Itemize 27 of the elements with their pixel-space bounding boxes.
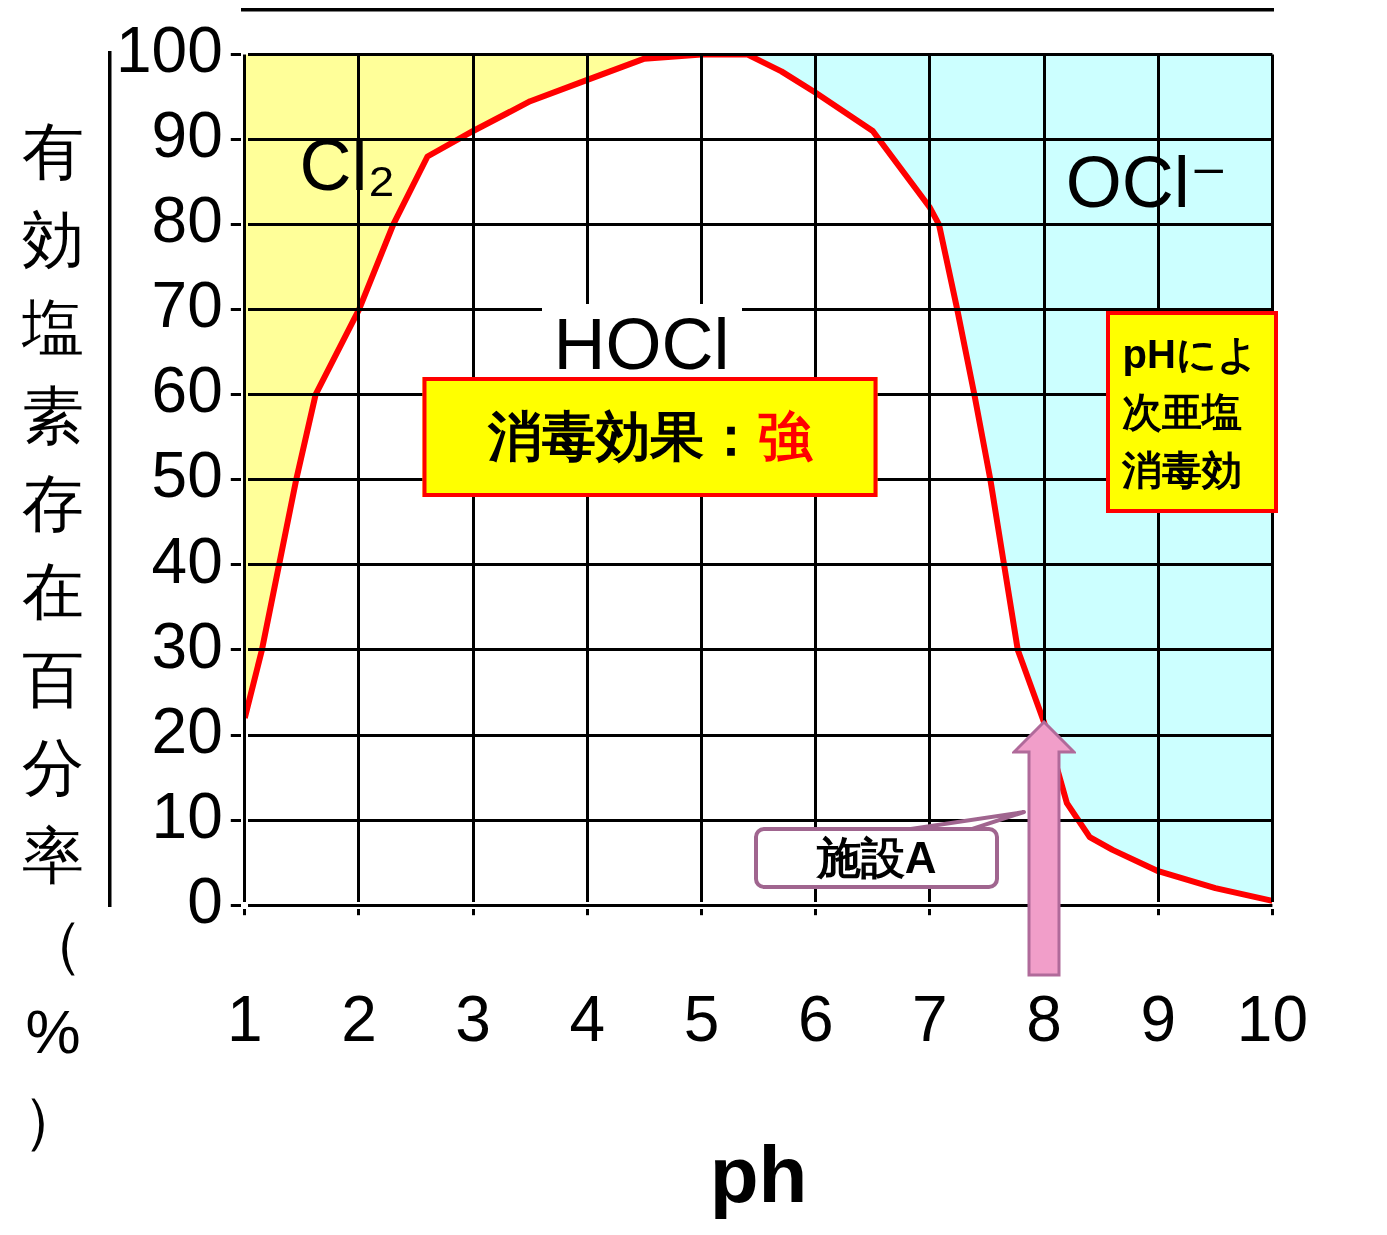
x-tick-label: 4 (569, 983, 606, 1056)
x-tick-label: 9 (1140, 983, 1177, 1056)
x-tick-label: 8 (1026, 983, 1062, 1056)
y-tick-label: 50 (151, 439, 223, 512)
text: 有効塩素存在百分率（%） (22, 117, 84, 1154)
y-tick-label: 90 (151, 99, 223, 172)
y-tick-label: 0 (187, 864, 223, 937)
x-tick-label: 1 (226, 983, 263, 1056)
annotation: pHによ次亜塩消毒効 (1106, 310, 1279, 513)
x-tick-label: 3 (455, 983, 491, 1056)
y-tick-label: 60 (151, 354, 223, 427)
x-tick-label: 7 (912, 983, 948, 1056)
x-tick-label: 2 (341, 983, 377, 1056)
y-tick-label: 20 (151, 694, 223, 767)
x-tick-label: 6 (797, 983, 834, 1056)
y-tick-label: 70 (151, 269, 223, 342)
annotation: 消毒効果：強 (488, 404, 813, 468)
y-tick-label: 10 (151, 779, 223, 852)
x-tick-label: 10 (1236, 983, 1308, 1056)
y-tick-label: 30 (151, 609, 223, 682)
y-tick-label: 40 (151, 524, 223, 597)
series-label: HOCl (541, 303, 742, 384)
annotation: 施設A (754, 827, 1000, 890)
x-tick-label: 5 (683, 983, 720, 1056)
x-axis-title: ph (709, 1130, 808, 1220)
y-tick-label: 80 (151, 184, 223, 257)
y-tick-label: 100 (116, 14, 223, 87)
